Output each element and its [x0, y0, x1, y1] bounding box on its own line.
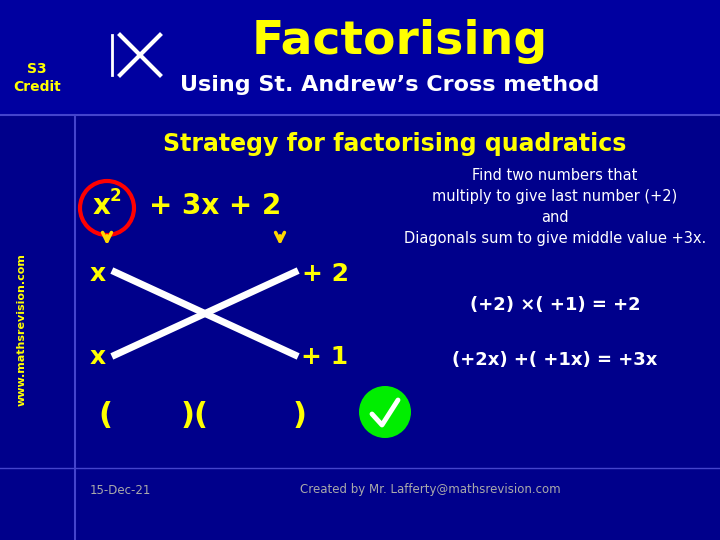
Text: + 2: + 2: [302, 262, 348, 286]
Text: S3
Credit: S3 Credit: [13, 62, 61, 93]
Circle shape: [359, 386, 411, 438]
Text: (+2x) +( +1x) = +3x: (+2x) +( +1x) = +3x: [452, 351, 657, 369]
Text: + 1: + 1: [302, 345, 348, 369]
Text: x: x: [90, 345, 106, 369]
Text: Find two numbers that
multiply to give last number (+2)
and
Diagonals sum to giv: Find two numbers that multiply to give l…: [404, 168, 706, 246]
Text: )(: )(: [181, 401, 209, 429]
Text: x: x: [90, 262, 106, 286]
Text: Using St. Andrew’s Cross method: Using St. Andrew’s Cross method: [180, 75, 600, 95]
Text: (: (: [98, 401, 112, 429]
Bar: [0, 0, 720, 115]
Text: Strategy for factorising quadratics: Strategy for factorising quadratics: [163, 132, 626, 156]
Text: ): ): [293, 401, 307, 429]
Text: 15-Dec-21: 15-Dec-21: [90, 483, 151, 496]
Text: 2: 2: [109, 187, 121, 205]
Text: + 3x + 2: + 3x + 2: [149, 192, 281, 220]
Text: Factorising: Factorising: [252, 19, 548, 64]
Text: x: x: [93, 192, 111, 220]
Text: (+2) ×( +1) = +2: (+2) ×( +1) = +2: [469, 296, 640, 314]
Text: Created by Mr. Lafferty@mathsrevision.com: Created by Mr. Lafferty@mathsrevision.co…: [300, 483, 560, 496]
Text: www.mathsrevision.com: www.mathsrevision.com: [17, 254, 27, 407]
